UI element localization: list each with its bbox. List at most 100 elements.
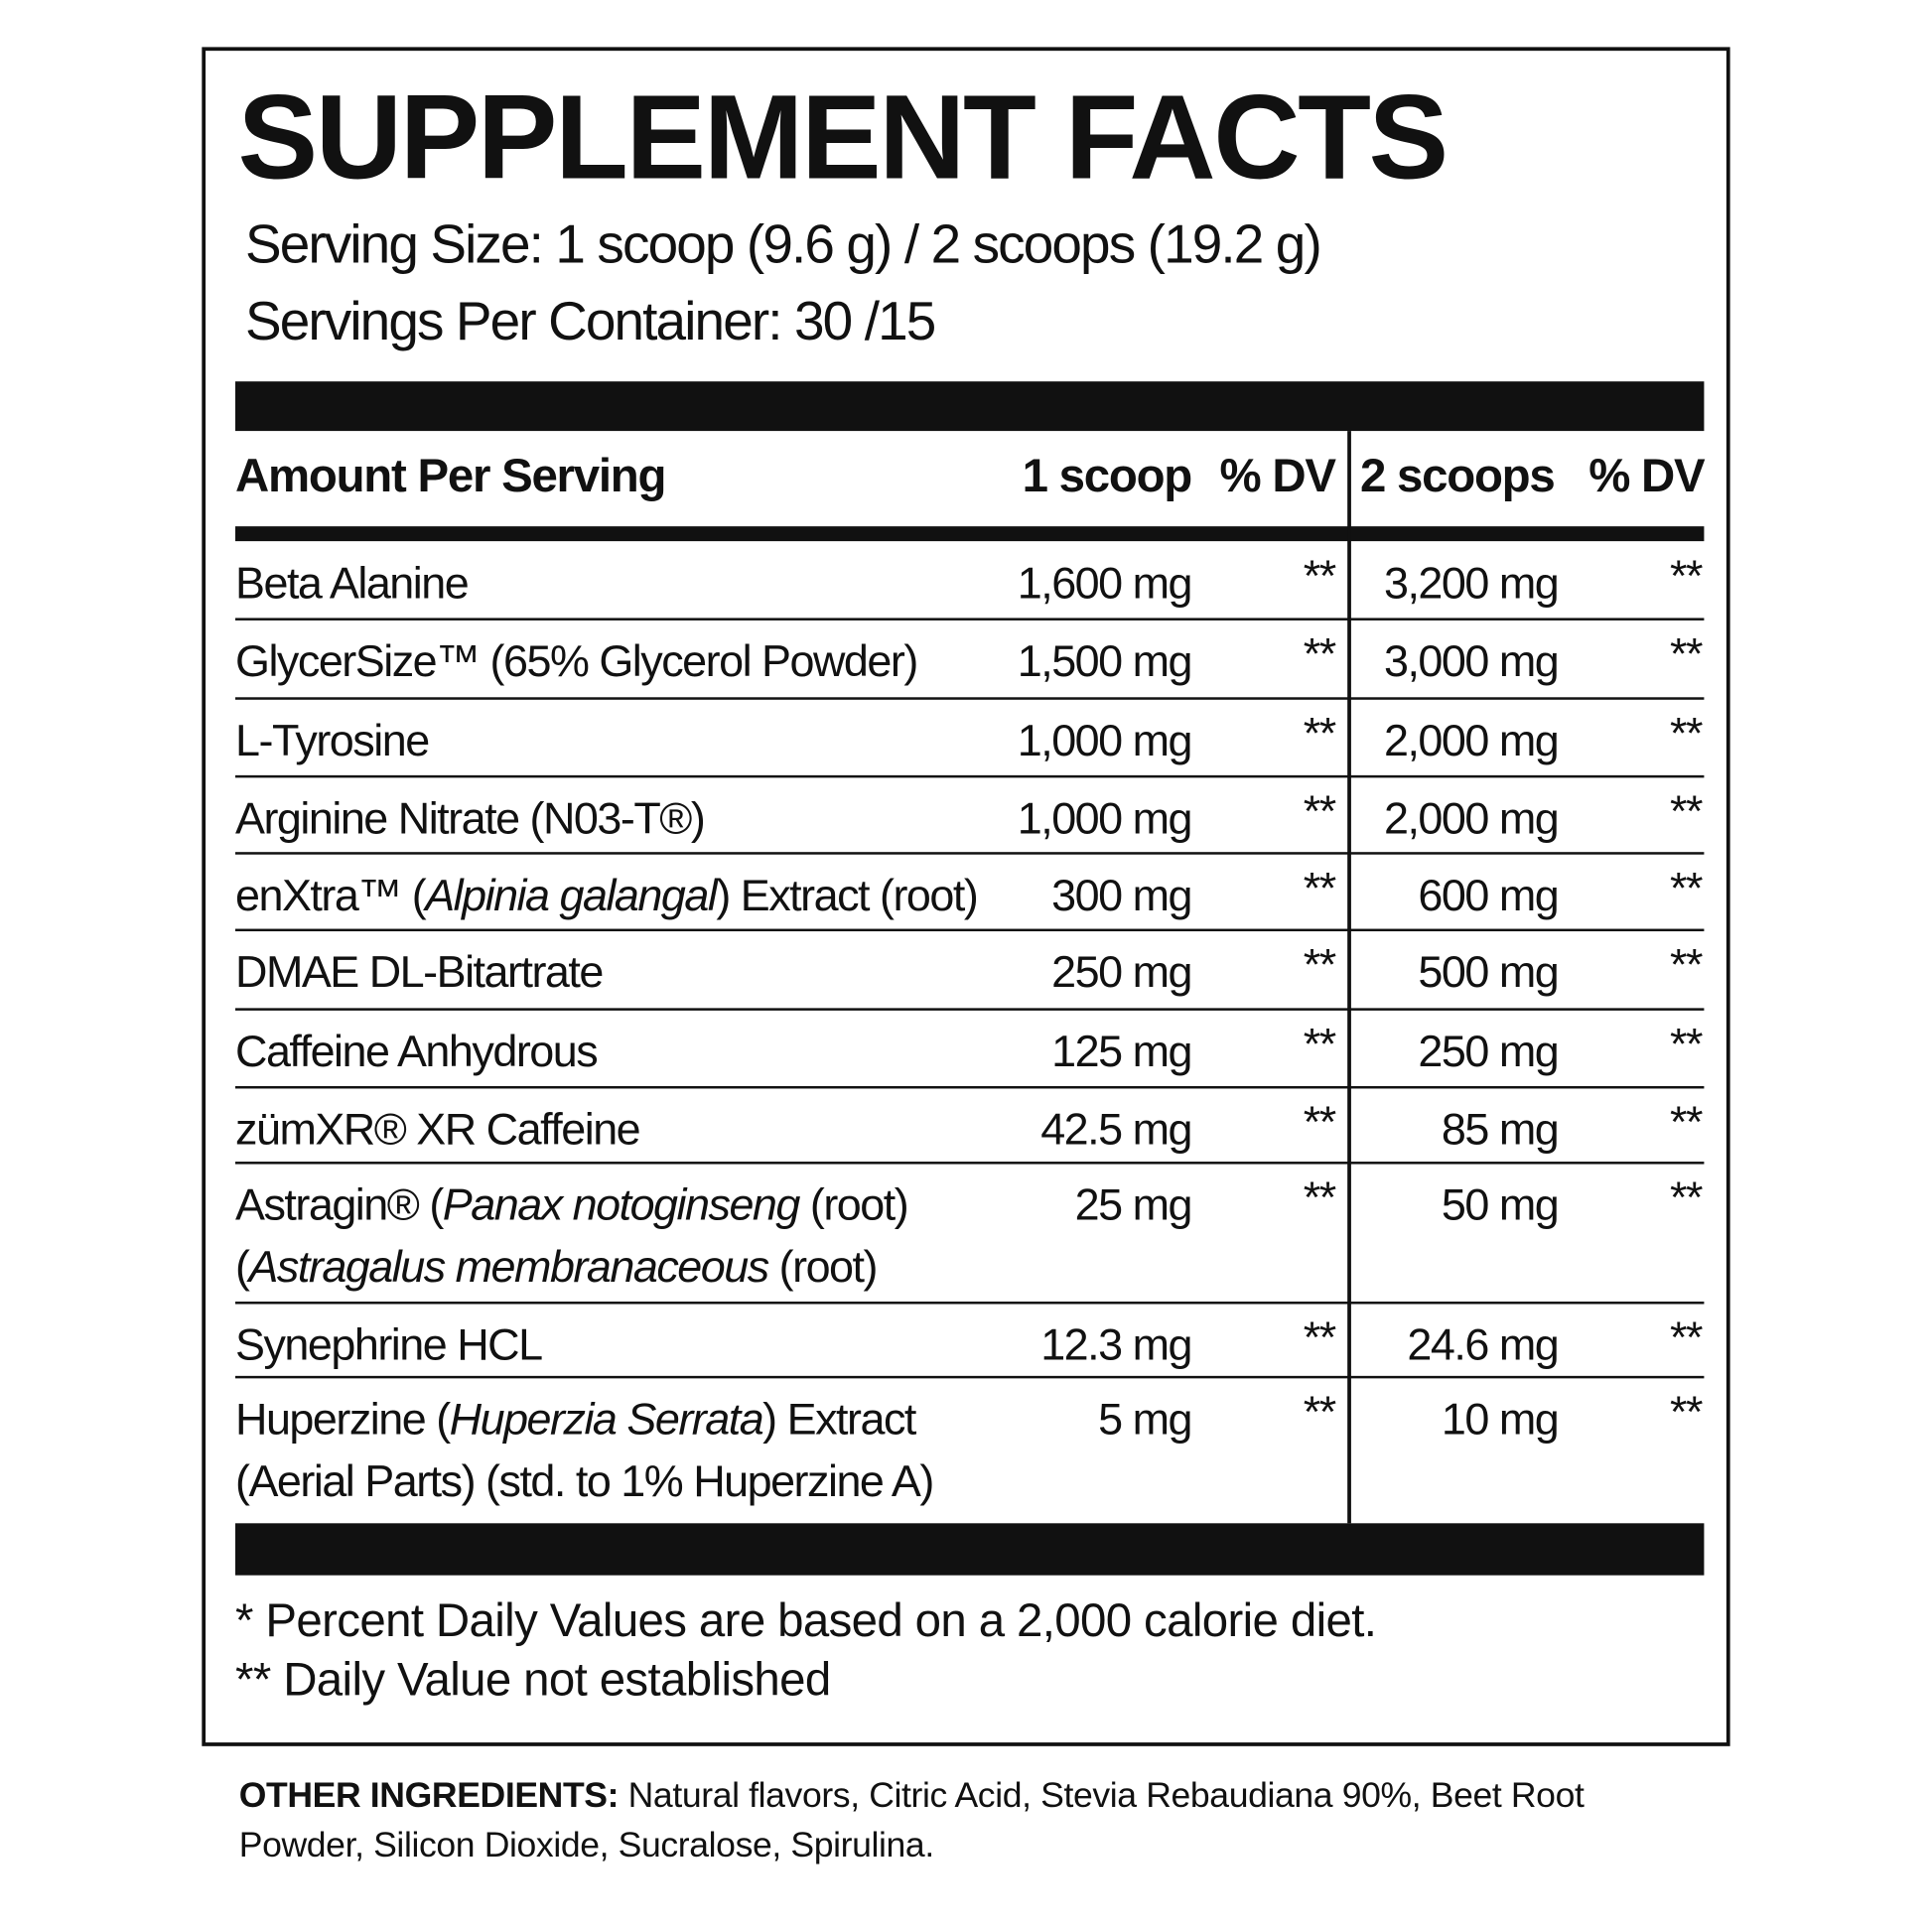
column-divider [1347, 431, 1351, 1524]
ingredient-name: (Aerial Parts) (std. to 1% Huperzine A) [235, 1454, 934, 1506]
top-bar [235, 381, 1705, 432]
dv-2-scoops: ** [1669, 627, 1703, 679]
name-part: Huperzine ( [235, 1393, 451, 1445]
ingredient-name: L-Tyrosine [235, 714, 430, 765]
name-part: Astragalus membranaceous [248, 1240, 769, 1293]
row-rule [235, 928, 1705, 932]
name-part: Alpinia galangal [425, 869, 718, 920]
other-ingredients: OTHER INGREDIENTS: Natural flavors, Citr… [239, 1771, 1639, 1870]
amount-2-scoops: 500 mg [1418, 946, 1559, 998]
amount-2-scoops: 2,000 mg [1383, 714, 1560, 765]
amount-1-scoop: 1,000 mg [1017, 792, 1193, 844]
dv-1-scoop: ** [1303, 862, 1336, 913]
row-rule [235, 1008, 1705, 1011]
dv-2-scoops: ** [1669, 1018, 1703, 1069]
name-part: (root) [798, 1178, 909, 1230]
name-part: enXtra™ ( [235, 869, 427, 920]
ingredient-name: (Astragalus membranaceous (root) [235, 1244, 878, 1290]
column-header: % DV [1588, 451, 1705, 503]
dv-2-scoops: ** [1669, 549, 1703, 601]
amount-2-scoops: 3,200 mg [1383, 557, 1560, 609]
dv-1-scoop: ** [1303, 1172, 1336, 1223]
column-header: % DV [1219, 451, 1336, 503]
amount-1-scoop: 300 mg [1051, 869, 1192, 920]
name-part: ) Extract [762, 1393, 916, 1445]
amount-2-scoops: 85 mg [1441, 1103, 1560, 1155]
ingredient-name: DMAE DL-Bitartrate [235, 949, 604, 995]
dv-2-scoops: ** [1669, 862, 1703, 913]
amount-2-scoops: 3,000 mg [1383, 634, 1560, 687]
name-part: Panax notoginseng [442, 1178, 801, 1230]
dv-2-scoops: ** [1669, 707, 1703, 759]
ingredient-name: enXtra™ (Alpinia galangal) Extract (root… [235, 869, 979, 920]
ingredient-name: Arginine Nitrate (N03-T®) [235, 795, 706, 841]
name-part: zümXR® XR Caffeine [235, 1103, 641, 1155]
row-rule [235, 1162, 1705, 1165]
name-part: Huperzia Serrata [449, 1393, 764, 1445]
column-header: 1 scoop [1022, 451, 1193, 503]
dv-1-scoop: ** [1303, 549, 1336, 601]
amount-1-scoop: 5 mg [1098, 1393, 1192, 1445]
amount-1-scoop: 125 mg [1051, 1025, 1192, 1076]
dv-1-scoop: ** [1303, 1385, 1336, 1437]
amount-2-scoops: 250 mg [1418, 1025, 1559, 1076]
other-ingredients-label: OTHER INGREDIENTS: [238, 1775, 620, 1816]
thick-rule [235, 526, 1705, 542]
ingredient-name: GlycerSize™ (65% Glycerol Powder) [235, 638, 918, 684]
row-rule [235, 852, 1705, 855]
ingredient-name: Beta Alanine [235, 560, 470, 606]
column-header: Amount Per Serving [235, 451, 666, 503]
name-part: Astragin® ( [235, 1178, 444, 1230]
amount-2-scoops: 50 mg [1441, 1178, 1560, 1230]
amount-2-scoops: 24.6 mg [1407, 1318, 1559, 1370]
amount-1-scoop: 12.3 mg [1040, 1318, 1192, 1370]
amount-1-scoop: 1,500 mg [1017, 634, 1193, 687]
name-part: L-Tyrosine [235, 714, 430, 765]
name-part: Arginine Nitrate (N03-T®) [235, 792, 706, 844]
name-part: DMAE DL-Bitartrate [235, 946, 604, 998]
dv-2-scoops: ** [1669, 938, 1703, 990]
dv-1-scoop: ** [1303, 938, 1336, 990]
row-rule [235, 697, 1705, 700]
label-border [202, 47, 1730, 1746]
title: SUPPLEMENT FACTS [237, 69, 1449, 205]
column-header: 2 scoops [1359, 451, 1556, 503]
dv-2-scoops: ** [1669, 1385, 1703, 1437]
amount-2-scoops: 2,000 mg [1383, 792, 1560, 844]
name-part: ( [235, 1240, 250, 1293]
dv-1-scoop: ** [1303, 784, 1336, 836]
dv-1-scoop: ** [1303, 627, 1336, 679]
ingredient-name: Astragin® (Panax notoginseng (root) [235, 1178, 909, 1230]
dv-2-scoops: ** [1669, 1095, 1703, 1148]
name-part: (Aerial Parts) (std. to 1% Huperzine A) [235, 1454, 934, 1506]
row-rule [235, 618, 1705, 621]
row-rule [235, 1085, 1705, 1089]
name-part: Beta Alanine [235, 557, 470, 609]
amount-1-scoop: 1,600 mg [1017, 557, 1193, 609]
row-rule [235, 1375, 1705, 1379]
servings-per-container: Servings Per Container: 30 /15 [244, 291, 936, 352]
dv-1-scoop: ** [1303, 707, 1336, 759]
amount-1-scoop: 25 mg [1074, 1178, 1193, 1230]
ingredient-name: zümXR® XR Caffeine [235, 1107, 641, 1152]
dv-2-scoops: ** [1669, 1311, 1703, 1363]
name-part: (root) [767, 1240, 879, 1293]
ingredient-name: Huperzine (Huperzia Serrata) Extract [235, 1396, 916, 1442]
name-part: ) Extract (root) [716, 869, 978, 920]
dv-1-scoop: ** [1303, 1311, 1336, 1363]
amount-2-scoops: 10 mg [1441, 1393, 1560, 1445]
name-part: GlycerSize™ (65% Glycerol Powder) [235, 634, 918, 687]
amount-1-scoop: 1,000 mg [1017, 714, 1193, 765]
name-part: Caffeine Anhydrous [235, 1025, 599, 1076]
amount-1-scoop: 42.5 mg [1040, 1103, 1192, 1155]
dv-2-scoops: ** [1669, 1172, 1703, 1223]
name-part: Synephrine HCL [235, 1318, 543, 1370]
bottom-bar [235, 1523, 1705, 1576]
amount-1-scoop: 250 mg [1051, 946, 1192, 998]
dv-2-scoops: ** [1669, 784, 1703, 836]
other-ingredients-text: Natural flavors, Citric Acid, Stevia Reb… [238, 1775, 1585, 1865]
row-rule [235, 1302, 1705, 1305]
footnote: ** Daily Value not established [235, 1654, 831, 1707]
ingredient-name: Synephrine HCL [235, 1322, 543, 1367]
